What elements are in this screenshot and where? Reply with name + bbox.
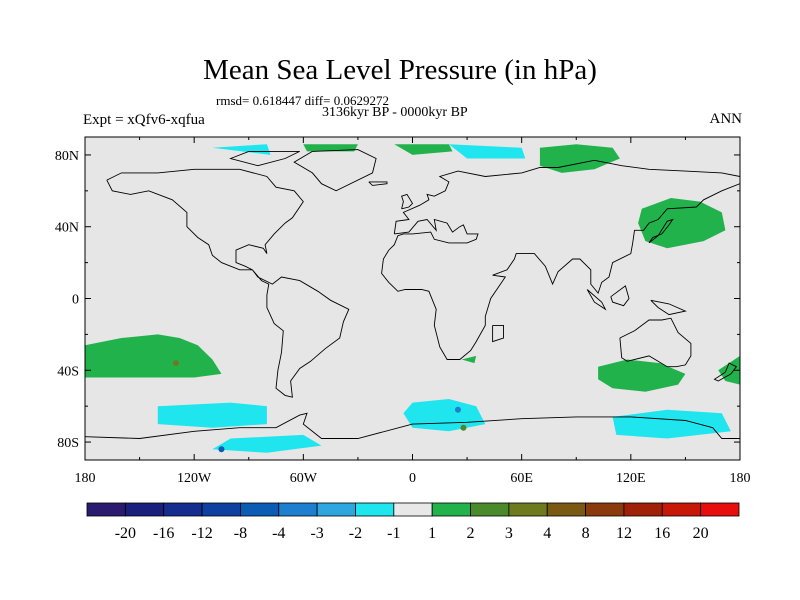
map-area	[85, 137, 740, 460]
colorbar-label-4: -4	[272, 525, 285, 542]
colorbar-label-10: 3	[505, 525, 513, 542]
coastline-6	[586, 289, 607, 311]
coastline-1	[293, 149, 377, 192]
anomaly-region-south-pacific	[85, 334, 222, 378]
colorbar-label-2: -12	[191, 525, 212, 542]
y-tick-label-0: 80N	[55, 149, 79, 164]
anomaly-point-2	[454, 406, 461, 413]
anomaly-region-south-indian	[598, 359, 686, 392]
colorbar-label-13: 12	[616, 525, 632, 542]
anomaly-region-southern-ocean-indian	[612, 409, 731, 439]
colorbar-label-9: 2	[467, 525, 475, 542]
colorbar-swatch-9	[431, 502, 471, 517]
colorbar-swatch-15	[661, 502, 702, 517]
colorbar-swatch-8	[393, 502, 433, 517]
coastline-2	[381, 159, 740, 360]
x-tick-label-5: 120E	[616, 471, 646, 486]
colorbar-label-15: 20	[693, 525, 709, 542]
map-axes: 180 120W 60W 0 60E 120E 180 80N 40N 0 40S 80S	[55, 136, 751, 486]
colorbar-label-0: -20	[115, 525, 136, 542]
anomaly-region-arctic-2	[303, 144, 358, 152]
coastline-5	[648, 218, 674, 244]
x-tick-label-3: 0	[409, 471, 416, 486]
y-tick-label-2: 0	[72, 293, 79, 308]
x-tick-label-6: 180	[730, 471, 751, 486]
anomaly-region-siberia-arctic	[539, 144, 620, 173]
colorbar-label-3: -8	[234, 525, 247, 542]
colorbar: -20 -16 -12 -8 -4 -3 -2 -1 1 2 3 4 8 12 16 20	[86, 502, 740, 542]
coastline-12	[368, 181, 388, 186]
chart-period: 3136kyr BP - 0000kyr BP	[322, 105, 468, 120]
colorbar-label-8: 1	[428, 525, 436, 542]
coastline-3	[619, 317, 692, 368]
colorbar-swatch-10	[470, 502, 510, 517]
x-tick-label-2: 60W	[290, 471, 318, 486]
colorbar-label-6: -2	[349, 525, 362, 542]
coastline-11	[492, 324, 504, 343]
colorbar-swatch-11	[508, 502, 548, 517]
colorbar-swatch-7	[355, 502, 395, 517]
anomaly-region-barents	[448, 144, 526, 159]
colorbar-label-7: -1	[387, 525, 400, 542]
colorbar-swatch-0	[86, 502, 126, 517]
x-tick-label-0: 180	[75, 471, 96, 486]
colorbar-swatch-6	[316, 502, 356, 517]
coastline-10	[713, 362, 738, 382]
anomaly-region-tasman	[718, 355, 740, 385]
coastline-13	[229, 150, 300, 167]
chart-title: Mean Sea Level Pressure (in hPa)	[203, 54, 597, 86]
anomaly-point-0	[172, 360, 179, 367]
coastline-0	[106, 168, 350, 398]
anomaly-point-1	[218, 446, 225, 453]
colorbar-label-5: -3	[310, 525, 323, 542]
coastline-8	[650, 299, 687, 316]
colorbar-swatch-12	[546, 502, 586, 517]
x-tick-label-4: 60E	[510, 471, 533, 486]
anomaly-region-south-atlantic-1	[461, 355, 477, 364]
colorbar-label-14: 16	[654, 525, 670, 542]
colorbar-swatch-16	[700, 502, 740, 517]
colorbar-swatch-2	[163, 502, 203, 517]
anomaly-region-canada-arctic	[212, 144, 271, 155]
colorbar-swatch-5	[278, 502, 318, 517]
y-tick-label-1: 40N	[55, 221, 79, 236]
y-tick-label-4: 80S	[57, 436, 79, 451]
coastline-9	[85, 412, 740, 439]
coastline-4	[401, 193, 414, 210]
colorbar-label-11: 4	[543, 525, 551, 542]
coastline-7	[610, 285, 630, 307]
colorbar-swatch-3	[201, 502, 241, 517]
anomaly-region-arctic-1	[394, 144, 453, 155]
colorbar-swatch-13	[585, 502, 625, 517]
anomaly-region-antarctic-interior	[212, 434, 322, 453]
colorbar-label-1: -16	[153, 525, 174, 542]
colorbar-swatch-4	[240, 502, 280, 517]
anomaly-region-north-pacific-high	[638, 198, 726, 249]
experiment-label: Expt = xQfv6-xqfua	[83, 112, 205, 128]
y-tick-label-3: 40S	[57, 364, 79, 379]
colorbar-swatch-1	[124, 502, 165, 517]
anomaly-point-3	[460, 424, 467, 431]
colorbar-label-12: 8	[582, 525, 590, 542]
anomaly-region-southern-ocean-west	[157, 402, 267, 428]
season-label: ANN	[709, 111, 743, 127]
x-tick-label-1: 120W	[177, 471, 212, 486]
colorbar-swatch-14	[623, 502, 663, 517]
anomaly-region-southern-ocean-atlantic	[403, 399, 486, 432]
chart-stats: rmsd= 0.618447 diff= 0.0629272	[216, 93, 389, 108]
